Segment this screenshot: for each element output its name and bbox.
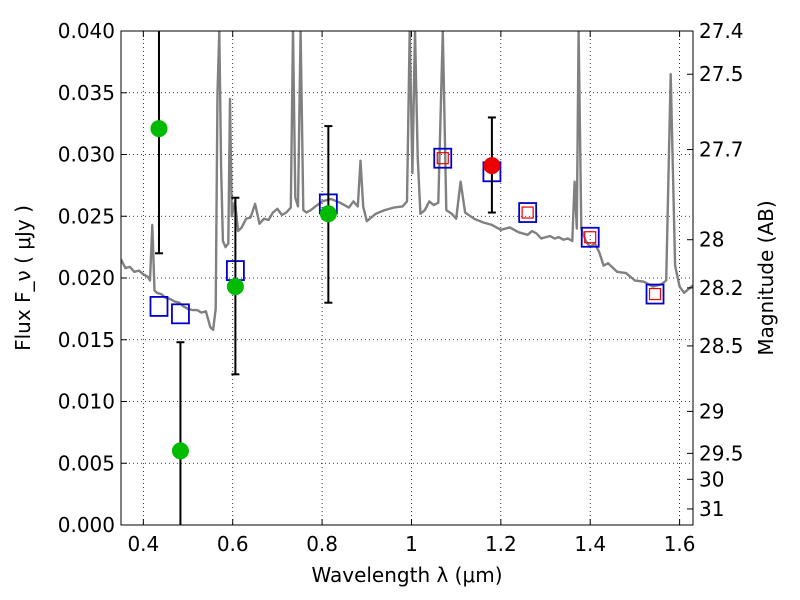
observed-square bbox=[436, 152, 449, 165]
model-photometry-square bbox=[518, 202, 538, 223]
y-tick-label: 0.010 bbox=[58, 390, 115, 414]
right-tick-label: 27.7 bbox=[699, 138, 744, 162]
right-tick-label: 30 bbox=[699, 467, 724, 491]
model-photometry-square bbox=[645, 283, 665, 305]
right-tick-label: 31 bbox=[699, 497, 724, 521]
model-photometry-square bbox=[171, 303, 190, 325]
x-tick-label: 0.4 bbox=[127, 532, 159, 556]
x-tick-label: 0.8 bbox=[306, 532, 338, 556]
y-axis-right: 27.4 27.5 27.7 28 28.2 28.5 29 29.530 31 bbox=[687, 19, 744, 521]
x-tick-label: 1.4 bbox=[574, 532, 606, 556]
observed-point bbox=[150, 120, 168, 138]
x-axis-title: Wavelength λ (μm) bbox=[311, 563, 502, 587]
y-axis-right-title: Magnitude (AB) bbox=[754, 200, 778, 355]
y-tick-label: 0.030 bbox=[58, 143, 115, 167]
right-tick-label: 28 bbox=[699, 228, 724, 252]
y-tick-label: 0.035 bbox=[58, 81, 115, 105]
model-photometry-square bbox=[580, 226, 600, 248]
right-tick-label: 28.5 bbox=[699, 334, 744, 358]
right-tick-label: 29.5 bbox=[699, 441, 744, 465]
observed-square bbox=[648, 287, 662, 301]
observed-square bbox=[521, 206, 534, 219]
y-tick-label: 0.040 bbox=[58, 19, 115, 43]
marker-layer bbox=[149, 31, 665, 525]
spectrum-layer bbox=[121, 31, 693, 332]
x-axis: 0.4 0.6 0.8 1 1.2 1.4 1.6 bbox=[127, 31, 696, 556]
y-tick-label: 0.015 bbox=[58, 328, 115, 352]
y-tick-label: 0.000 bbox=[58, 513, 115, 537]
y-tick-label: 0.025 bbox=[58, 204, 115, 228]
right-tick-label: 28.2 bbox=[699, 276, 744, 300]
right-tick-label: 27.5 bbox=[699, 62, 744, 86]
x-tick-label: 0.6 bbox=[217, 532, 249, 556]
x-tick-label: 1.2 bbox=[485, 532, 517, 556]
observed-point bbox=[483, 157, 501, 175]
observed-point bbox=[171, 442, 189, 460]
observed-point bbox=[319, 205, 337, 223]
model-photometry-square bbox=[433, 147, 453, 169]
y-tick-label: 0.020 bbox=[58, 266, 115, 290]
right-tick-label: 27.4 bbox=[699, 19, 744, 43]
spectrum-line bbox=[121, 31, 693, 332]
y-axis-left: 0.000 0.005 0.010 0.015 0.020 0.025 0.030 0.035… bbox=[58, 19, 127, 537]
observed-point bbox=[226, 278, 244, 296]
right-tick-label: 29 bbox=[699, 399, 724, 423]
x-tick-label: 1.6 bbox=[664, 532, 696, 556]
y-axis-title: Flux F_ν ( μJy ) bbox=[11, 205, 35, 351]
x-tick-label: 1 bbox=[405, 532, 418, 556]
model-photometry-square bbox=[149, 296, 169, 317]
observed-square bbox=[584, 231, 597, 244]
y-tick-label: 0.005 bbox=[58, 451, 115, 475]
